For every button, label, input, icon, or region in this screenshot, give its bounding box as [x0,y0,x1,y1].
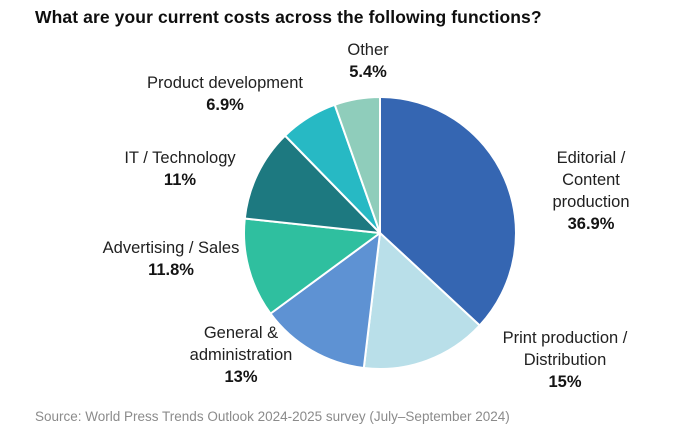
slice-percentage: 11.8% [148,261,194,280]
slice-percentage: 6.9% [206,96,244,115]
pie-slice-other [333,96,381,234]
pie-slice-advertising-sales [243,217,381,315]
slice-percentage: 11% [163,171,197,190]
slice-label-other: Other 5.4% [347,39,388,83]
slice-label-text: General & administration [189,324,293,365]
slice-label-it-technology: IT / Technology 11% [124,147,235,191]
slice-label-advertising-sales: Advertising / Sales 11.8% [103,237,240,281]
pie-slice-editorial-content-production [379,96,517,327]
slice-percentage: 5.4% [349,63,387,82]
slice-label-text: Other [347,41,389,59]
slice-label-text: Product development [147,74,303,92]
slice-label-general-administration: General & administration 13% [190,322,293,388]
pie-slice-print-production-distribution [362,232,481,370]
slice-label-text: Editorial / Content production [552,149,630,212]
slice-label-text: IT / Technology [124,149,236,167]
pie-slice-general-administration [269,232,381,370]
slice-label-text: Print production / Distribution [502,329,628,370]
slice-label-text: Advertising / Sales [102,239,240,257]
slice-label-print-production-distribution: Print production / Distribution 15% [503,327,628,393]
source-attribution: Source: World Press Trends Outlook 2024-… [35,409,510,424]
pie-slice-it-technology [243,134,381,234]
slice-percentage: 15% [548,373,582,392]
slice-label-editorial-content-production: Editorial / Content production 36.9% [537,147,646,235]
chart-title: What are your current costs across the f… [35,7,542,27]
slice-percentage: 36.9% [567,215,615,234]
slice-percentage: 13% [224,368,258,387]
slice-label-product-development: Product development 6.9% [147,72,303,116]
